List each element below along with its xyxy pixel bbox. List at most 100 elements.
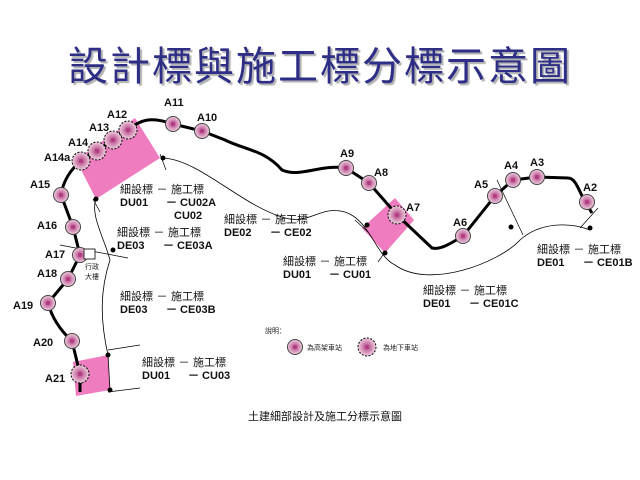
section-boundary-tick [496, 179, 524, 236]
boundary-node [93, 196, 99, 202]
station-label: A7 [406, 202, 420, 214]
station-label: A11 [164, 97, 184, 109]
legend: 說明： 為高架車站 為地下車站 [265, 326, 418, 357]
legend-title: 說明： [265, 326, 286, 335]
station-label: A6 [453, 217, 467, 229]
design-contract: DU01 [120, 197, 148, 209]
station-label: A13 [89, 122, 109, 134]
boundary-node [160, 155, 166, 161]
station-label: A18 [37, 268, 57, 280]
construction-contract: － CE03A [163, 240, 213, 252]
boundary-line [162, 157, 591, 276]
station-a16-icon [65, 219, 81, 235]
construction-contract: － CE01B [583, 257, 633, 269]
legend-elevated-label: 為高架車站 [307, 343, 342, 352]
design-contract: DU01 [283, 269, 311, 281]
building-icon [83, 248, 96, 260]
station-a14a-icon [71, 151, 91, 171]
station-a4-icon [505, 172, 521, 188]
construction-contract-extra: CU02 [174, 210, 202, 222]
boundary-line [94, 198, 111, 391]
station-label: A21 [45, 373, 65, 385]
station-a12-icon [118, 120, 138, 140]
station-label: A14a [44, 152, 71, 164]
station-a9-icon [338, 160, 354, 176]
section-area [76, 118, 160, 199]
contract-header: 細設標 － 施工標 [120, 182, 204, 196]
boundary-node [105, 352, 111, 358]
station-a2-icon [579, 194, 595, 210]
section-boundary-tick [354, 219, 369, 233]
station-a3-icon [529, 169, 545, 185]
construction-contract: － CU03 [188, 370, 230, 382]
station-a8-icon [361, 175, 377, 191]
page-title: 設計標與施工標分標示意圖 [68, 44, 572, 90]
design-contract: DE01 [537, 257, 565, 269]
construction-contract: － CU02A [166, 197, 216, 209]
station-a19-icon [40, 295, 56, 311]
station-label: A10 [197, 112, 217, 124]
contract-header: 細設標 － 施工標 [142, 355, 226, 369]
contract-header: 細設標 － 施工標 [423, 283, 507, 297]
section-boundary-tick [579, 207, 599, 229]
station-a5-icon [487, 188, 503, 204]
diagram-caption: 土建細部設計及施工分標示意圖 [248, 409, 402, 423]
boundary-node [364, 222, 370, 228]
station-label: A5 [474, 179, 488, 191]
section-boundary-tick [107, 387, 141, 393]
design-contract: DE03 [117, 240, 145, 252]
section-area [73, 355, 110, 396]
station-label: A15 [30, 179, 50, 191]
construction-contract: － CU01 [329, 269, 371, 281]
section-boundary-tick [92, 198, 101, 213]
landmark-admin-building: 行政 大樓 [83, 248, 99, 281]
station-a15-icon [53, 187, 69, 203]
boundary-node [587, 225, 593, 231]
section-boundary-tick [107, 344, 141, 351]
boundary-node [107, 387, 113, 393]
station-a6-icon [455, 228, 471, 244]
station-label: A8 [374, 167, 388, 179]
station-label: A16 [37, 220, 57, 232]
legend-underground-label: 為地下車站 [383, 343, 418, 352]
contract-header: 細設標 － 施工標 [537, 242, 621, 256]
legend-elevated-station-icon [287, 339, 303, 355]
station-a20-icon [64, 333, 80, 349]
contract-header: 細設標 － 施工標 [117, 225, 201, 239]
station-label: A12 [107, 109, 127, 121]
station-a18-icon [60, 271, 76, 287]
station-label: A17 [45, 249, 65, 261]
construction-contract: － CE03B [166, 304, 216, 316]
station-label: A4 [504, 160, 519, 172]
landmark-label-1: 行政 [85, 262, 99, 271]
station-label: A9 [340, 148, 354, 160]
boundary-node [110, 247, 116, 253]
contract-header: 細設標 － 施工標 [224, 212, 308, 226]
boundary-node [508, 224, 514, 230]
contract-header: 細設標 － 施工標 [283, 254, 367, 268]
boundary-node [382, 250, 388, 256]
station-label: A20 [33, 337, 53, 349]
station-label: A2 [583, 182, 597, 194]
design-contract: DE03 [120, 304, 148, 316]
station-label: A19 [13, 300, 33, 312]
construction-contract: － CE02 [270, 227, 312, 239]
station-a11-icon [165, 116, 181, 132]
station-label: A3 [530, 157, 544, 169]
station-a13-icon [103, 130, 123, 150]
station-a10-icon [194, 123, 210, 139]
station-a7-icon [387, 205, 407, 225]
station-a21-icon [70, 364, 90, 384]
design-contract: DE02 [224, 227, 252, 239]
contract-header: 細設標 － 施工標 [120, 289, 204, 303]
landmark-label-2: 大樓 [85, 272, 99, 281]
